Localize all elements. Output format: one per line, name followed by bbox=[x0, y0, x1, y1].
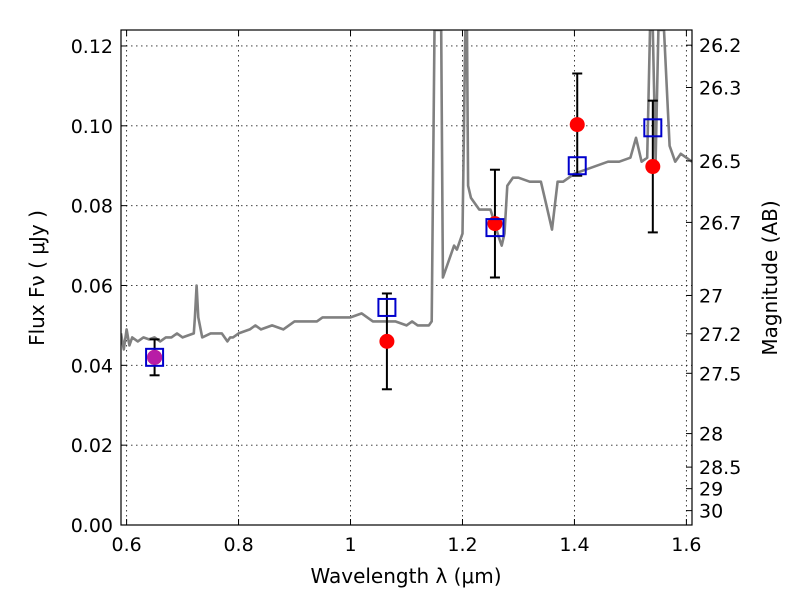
data-layer bbox=[121, 30, 692, 351]
y-axis-label: Flux Fν ( μJy ) bbox=[25, 210, 49, 346]
x-axis-label: Wavelength λ (μm) bbox=[310, 564, 501, 588]
overlap-point bbox=[147, 349, 163, 365]
model-photometry-point bbox=[377, 297, 397, 317]
observed-point bbox=[379, 333, 395, 349]
x-tick-label: 0.6 bbox=[111, 534, 141, 556]
x-tick-label: 1.2 bbox=[447, 534, 477, 556]
observed-point bbox=[569, 117, 585, 133]
magnitude-tick-label: 28 bbox=[699, 424, 723, 446]
y-tick-label: 0.10 bbox=[71, 116, 113, 138]
magnitude-tick-label: 26.2 bbox=[699, 35, 741, 57]
model-photometry-point bbox=[145, 347, 165, 367]
y-tick-label: 0.02 bbox=[71, 435, 113, 457]
magnitude-tick-label: 26.7 bbox=[699, 212, 741, 234]
y-tick-label: 0.12 bbox=[71, 36, 113, 58]
y-tick-label: 0.08 bbox=[71, 196, 113, 218]
magnitude-tick-label: 30 bbox=[699, 501, 723, 523]
magnitude-tick-label: 27.2 bbox=[699, 324, 741, 346]
y-tick-label: 0.00 bbox=[71, 515, 113, 537]
magnitude-tick-label: 29 bbox=[699, 479, 723, 501]
observed-point bbox=[645, 159, 661, 175]
spectrum-line bbox=[121, 30, 692, 351]
model-photometry-point bbox=[567, 156, 587, 176]
magnitude-axis-label: Magnitude (AB) bbox=[758, 200, 782, 355]
plot-frame bbox=[120, 29, 693, 526]
x-tick-label: 1.6 bbox=[671, 534, 701, 556]
model-photometry-point bbox=[643, 118, 663, 138]
grid-lines bbox=[121, 30, 692, 526]
magnitude-tick-label: 26.3 bbox=[699, 77, 741, 99]
magnitude-tick-label: 27.5 bbox=[699, 363, 741, 385]
marker-layer bbox=[145, 72, 663, 391]
y-tick-label: 0.04 bbox=[71, 355, 113, 377]
model-photometry-point bbox=[485, 218, 505, 238]
x-tick-label: 1.4 bbox=[559, 534, 589, 556]
axes: 0.6 0.8 1 1.2 1.4 1.6 0.00 0.02 0.04 0.06 0.08 0.10… bbox=[71, 30, 741, 556]
magnitude-tick-label: 27 bbox=[699, 285, 723, 307]
x-tick-label: 0.8 bbox=[223, 534, 253, 556]
magnitude-tick-label: 28.5 bbox=[699, 457, 741, 479]
magnitude-tick-label: 26.5 bbox=[699, 151, 741, 173]
y-tick-label: 0.06 bbox=[71, 275, 113, 297]
x-tick-label: 1 bbox=[344, 534, 356, 556]
